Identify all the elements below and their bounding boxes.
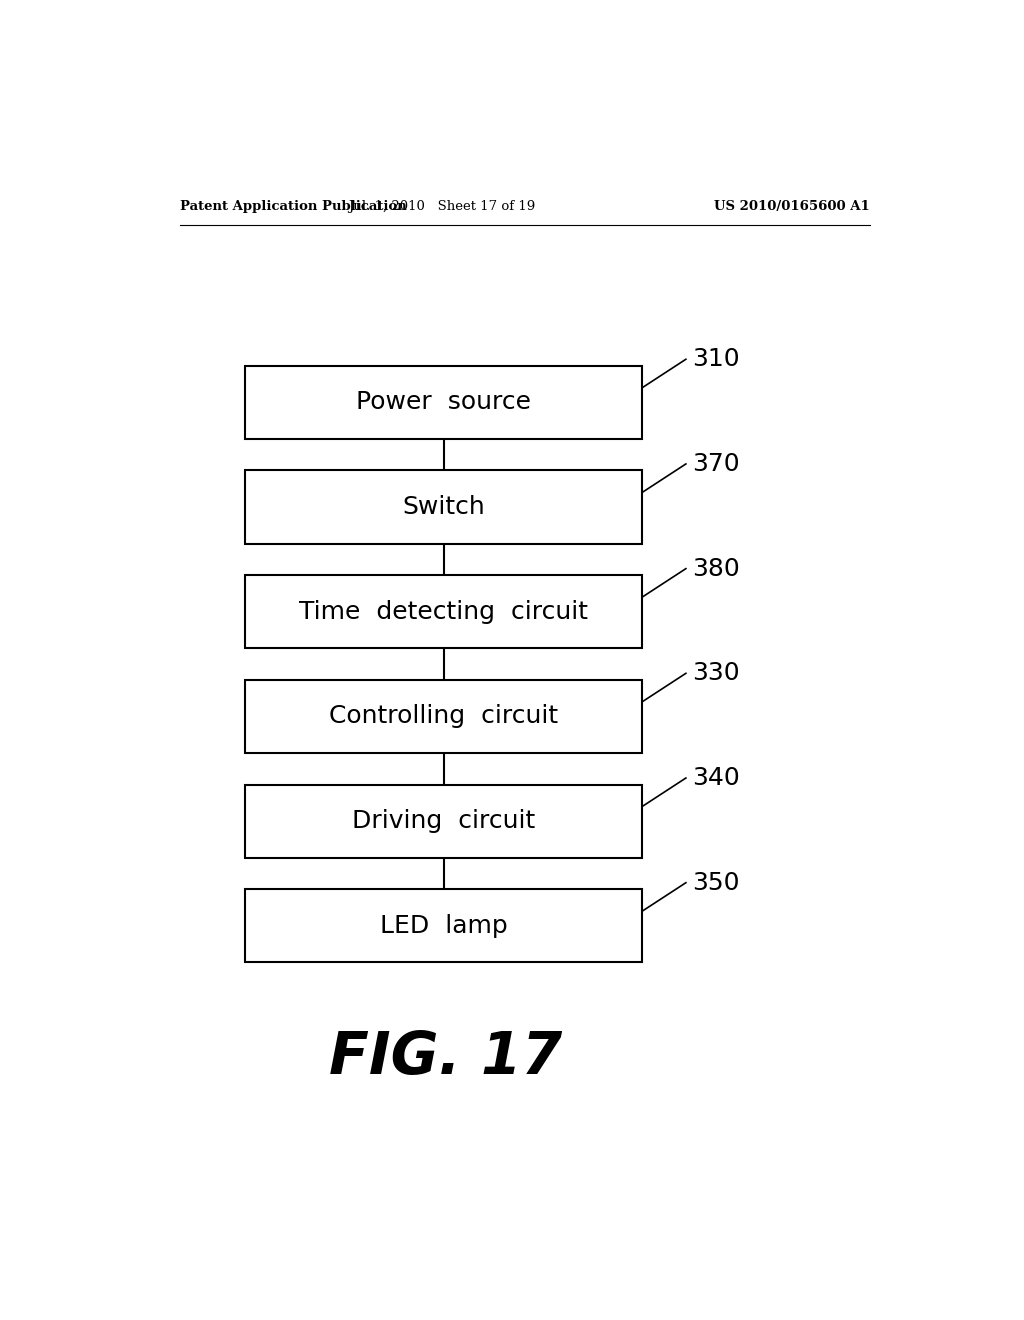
Bar xyxy=(246,890,642,962)
Bar xyxy=(246,470,642,544)
Text: Time  detecting  circuit: Time detecting circuit xyxy=(299,599,589,624)
Text: 380: 380 xyxy=(692,557,740,581)
Bar xyxy=(246,680,642,752)
Text: 370: 370 xyxy=(692,451,740,477)
Text: US 2010/0165600 A1: US 2010/0165600 A1 xyxy=(715,201,870,214)
Text: Controlling  circuit: Controlling circuit xyxy=(330,705,558,729)
Bar xyxy=(246,366,642,440)
Text: 350: 350 xyxy=(692,871,739,895)
Text: Jul. 1, 2010   Sheet 17 of 19: Jul. 1, 2010 Sheet 17 of 19 xyxy=(348,201,536,214)
Bar xyxy=(246,784,642,858)
Text: LED  lamp: LED lamp xyxy=(380,913,508,937)
Text: 340: 340 xyxy=(692,766,740,789)
Text: 310: 310 xyxy=(692,347,740,371)
Text: Switch: Switch xyxy=(402,495,485,519)
Text: FIG. 17: FIG. 17 xyxy=(329,1030,562,1086)
Text: Driving  circuit: Driving circuit xyxy=(352,809,536,833)
Text: Patent Application Publication: Patent Application Publication xyxy=(179,201,407,214)
Text: Power  source: Power source xyxy=(356,391,531,414)
Text: 330: 330 xyxy=(692,661,740,685)
Bar xyxy=(246,576,642,648)
